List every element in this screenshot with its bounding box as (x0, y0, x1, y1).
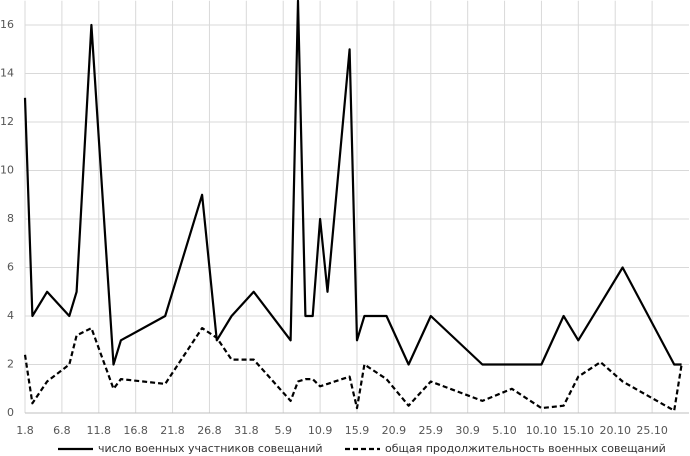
x-tick-label: 10.10 (526, 424, 558, 437)
x-tick-label: 20.9 (382, 424, 407, 437)
x-tick-label: 5.10 (492, 424, 517, 437)
x-tick-label: 25.9 (419, 424, 444, 437)
y-tick-label: 2 (7, 358, 14, 371)
x-tick-label: 6.8 (53, 424, 71, 437)
legend-label: число военных участников совещаний (98, 442, 323, 455)
x-tick-label: 20.10 (599, 424, 631, 437)
x-tick-label: 5.9 (274, 424, 292, 437)
y-tick-label: 16 (0, 18, 14, 31)
x-tick-label: 30.9 (455, 424, 480, 437)
y-tick-label: 8 (7, 212, 14, 225)
y-tick-label: 12 (0, 115, 14, 128)
y-tick-label: 10 (0, 164, 14, 177)
x-tick-label: 21.8 (160, 424, 185, 437)
legend: число военных участников совещаний общая … (58, 442, 666, 455)
line-series (23, 0, 682, 366)
x-tick-label: 15.10 (563, 424, 595, 437)
x-tick-label: 25.10 (636, 424, 668, 437)
y-tick-label: 6 (7, 261, 14, 274)
y-tick-label: 14 (0, 67, 14, 80)
x-tick-label: 26.8 (197, 424, 222, 437)
y-tick-label: 4 (7, 309, 14, 322)
y-tick-label: 0 (7, 406, 14, 419)
x-tick-label: 31.8 (234, 424, 259, 437)
legend-label: общая продолжительность военных совещани… (385, 442, 666, 455)
x-tick-label: 1.8 (16, 424, 34, 437)
x-tick-label: 10.9 (308, 424, 333, 437)
x-tick-label: 16.8 (123, 424, 148, 437)
x-tick-label: 11.8 (87, 424, 112, 437)
line-series (23, 327, 683, 412)
x-tick-label: 15.9 (345, 424, 370, 437)
